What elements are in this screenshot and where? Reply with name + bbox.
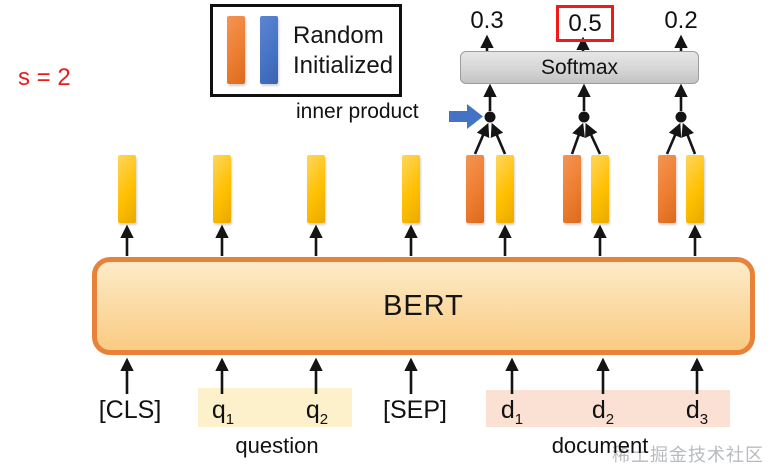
token-d3: d3 (685, 396, 709, 428)
token-sep: [SEP] (383, 396, 447, 424)
random-init-bar-d1 (466, 155, 484, 223)
s-value-label: s = 2 (18, 64, 71, 91)
legend-label-line2: Initialized (293, 52, 394, 79)
v-line-d2-yellow (585, 122, 602, 155)
legend-label: Random Initialized (293, 21, 393, 81)
v-line-d3-orange (665, 122, 682, 155)
token-d1: d1 (500, 396, 524, 428)
score-value-2: 0.5 (568, 9, 602, 37)
embedding-bar-sep (402, 155, 420, 223)
v-line-d2-orange (570, 122, 585, 155)
legend-label-line1: Random (293, 22, 384, 49)
token-q2: q2 (305, 396, 329, 428)
v-line-d1-yellow (490, 122, 507, 155)
question-group-label: question (235, 433, 319, 458)
score-value-1: 0.3 (470, 7, 504, 34)
legend-blue-bar (260, 16, 278, 84)
v-line-d1-orange (473, 122, 490, 155)
legend-orange-bar (227, 16, 245, 84)
embedding-bar-d3 (686, 155, 704, 223)
embedding-bar-q1 (213, 155, 231, 223)
document-group-label: document (551, 433, 649, 458)
softmax-box: Softmax (460, 51, 699, 84)
score-value-3: 0.2 (664, 7, 698, 34)
watermark-text: 稀土掘金技术社区 (612, 445, 764, 465)
softmax-label: Softmax (540, 55, 619, 79)
inner-product-dot-1 (484, 111, 496, 123)
score-highlight-box: 0.5 (556, 5, 614, 42)
inner-product-label: inner product (296, 100, 419, 123)
question-highlight (198, 388, 352, 427)
embedding-bar-d2 (591, 155, 609, 223)
bert-box: BERT (92, 257, 755, 355)
embedding-bar-d1 (496, 155, 514, 223)
inner-product-pointer-arrow-icon (449, 104, 483, 129)
random-init-bar-d2 (563, 155, 581, 223)
token-q1: q1 (211, 396, 235, 428)
random-init-bar-d3 (658, 155, 676, 223)
inner-product-dot-3 (675, 111, 687, 123)
legend-box: Random Initialized (210, 4, 402, 97)
bert-label: BERT (383, 289, 464, 322)
embedding-bar-q2 (307, 155, 325, 223)
v-line-d3-yellow (681, 122, 697, 155)
embedding-bar-cls (118, 155, 136, 223)
token-d2: d2 (591, 396, 615, 428)
token-cls: [CLS] (98, 396, 162, 424)
document-highlight (486, 390, 730, 427)
inner-product-dot-2 (578, 111, 590, 123)
